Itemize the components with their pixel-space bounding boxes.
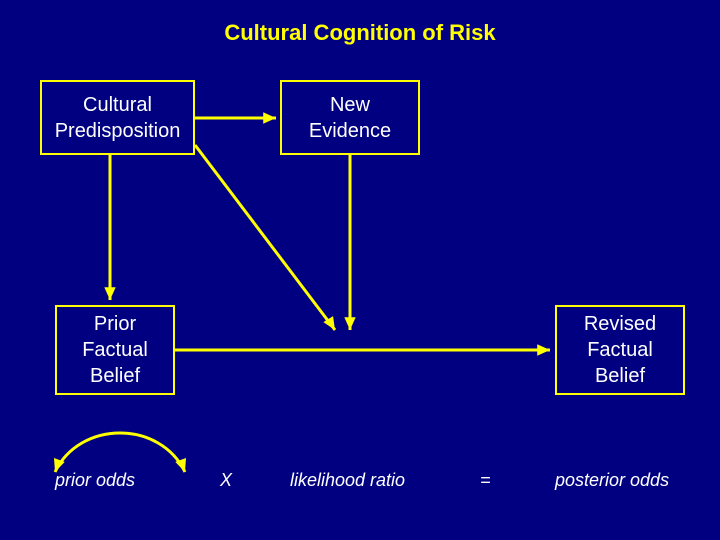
formula-likelihood-ratio: likelihood ratio — [290, 470, 405, 491]
formula-prior-odds: prior odds — [55, 470, 135, 491]
diagram-title: Cultural Cognition of Risk — [0, 20, 720, 46]
box-new-evidence: NewEvidence — [280, 80, 420, 155]
box-revised-factual-belief: RevisedFactualBelief — [555, 305, 685, 395]
box-label: RevisedFactualBelief — [584, 311, 656, 389]
box-label: NewEvidence — [309, 92, 391, 144]
formula-equals: = — [480, 470, 491, 491]
box-cultural-predisposition: CulturalPredisposition — [40, 80, 195, 155]
box-prior-factual-belief: PriorFactualBelief — [55, 305, 175, 395]
box-label: PriorFactualBelief — [82, 311, 148, 389]
formula-posterior-odds: posterior odds — [555, 470, 669, 491]
box-label: CulturalPredisposition — [55, 92, 181, 144]
formula-times: X — [220, 470, 232, 491]
